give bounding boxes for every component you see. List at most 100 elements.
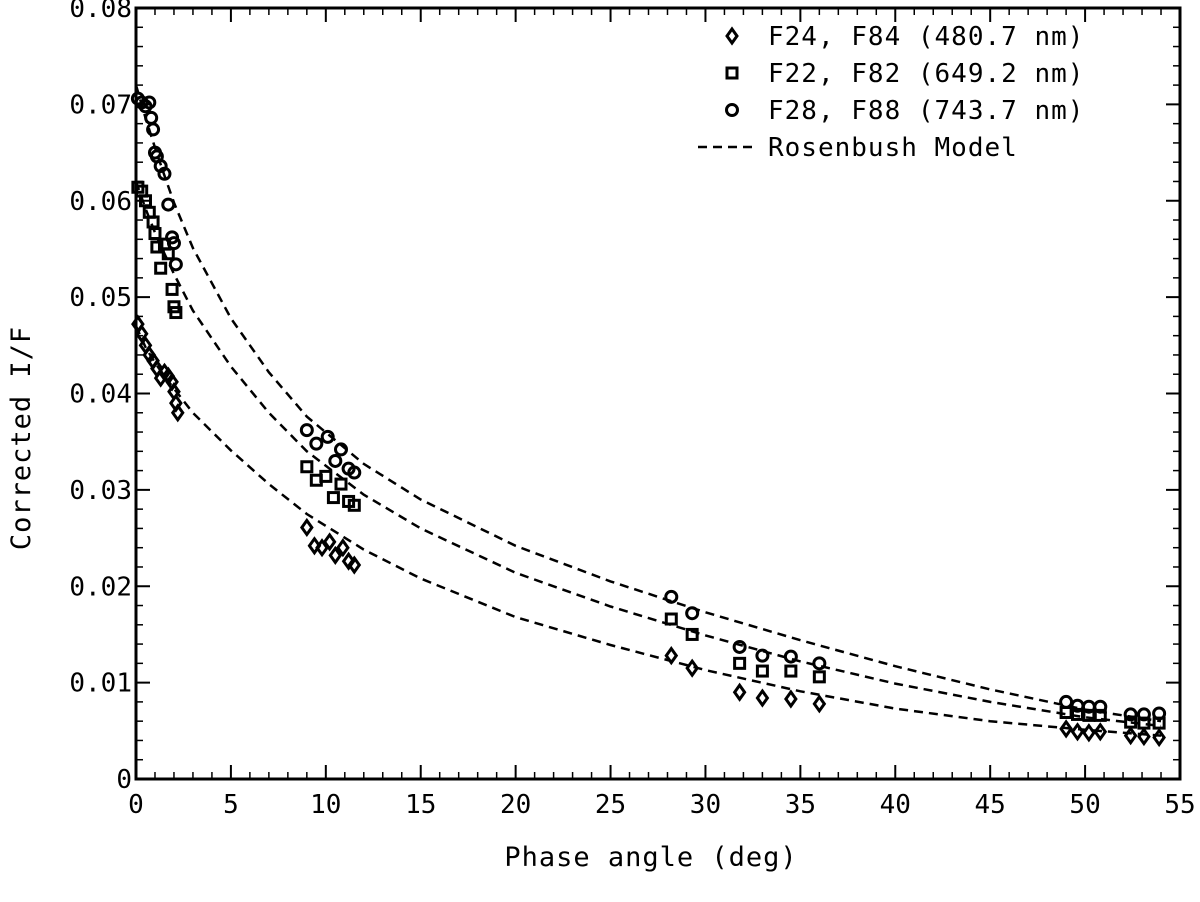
diamond-point	[328, 545, 343, 565]
model-curve	[134, 181, 1162, 728]
x-tick-label: 35	[785, 790, 816, 820]
legend-circle-marker	[725, 103, 739, 117]
diamond-point	[1082, 723, 1096, 743]
x-tick-label: 20	[500, 790, 531, 820]
model-curve	[134, 325, 1162, 737]
y-tick-label: 0.02	[69, 572, 132, 602]
circle-point	[664, 589, 679, 604]
square-point	[664, 612, 678, 626]
y-tick-label: 0.06	[69, 187, 132, 217]
x-tick-label: 15	[405, 790, 436, 820]
circle-point	[783, 649, 798, 664]
y-tick-labels: 0 0.01 0.02 0.03 0.04 0.05 0.06 0.07 0.08	[69, 0, 132, 795]
legend: F24, F84 (480.7 nm) F22, F82 (649.2 nm) F2…	[698, 22, 1084, 163]
x-tick-label: 30	[690, 790, 721, 820]
diamond-point	[1152, 727, 1166, 748]
legend-entry-label: F28, F88 (743.7 nm)	[768, 96, 1084, 126]
square-point	[165, 282, 179, 296]
legend-diamond-marker	[725, 26, 739, 46]
x-tick-label: 0	[128, 790, 144, 820]
y-tick-label: 0.07	[69, 90, 132, 120]
diamond-point	[1059, 719, 1073, 739]
circle-point	[812, 656, 827, 671]
square-point	[319, 469, 333, 483]
circle-point	[1093, 699, 1108, 714]
square-point	[1059, 706, 1073, 720]
circle-point	[755, 648, 770, 663]
square-point	[300, 460, 314, 474]
square-point	[326, 491, 340, 505]
square-point	[154, 261, 168, 275]
square-point	[685, 627, 699, 641]
square-point	[347, 498, 361, 512]
circle-point	[347, 465, 362, 480]
square-point	[169, 306, 183, 320]
diamond-point	[170, 403, 185, 423]
model-curves	[134, 84, 1162, 737]
diamond-point	[347, 555, 362, 575]
y-tick-label: 0.03	[69, 476, 132, 506]
diamond-point	[755, 688, 770, 708]
square-point	[146, 215, 160, 229]
y-tick-label: 0	[116, 765, 132, 795]
circle-point	[299, 423, 314, 438]
square-point	[1093, 708, 1107, 722]
circle-point	[1136, 707, 1151, 722]
diamond-point	[685, 658, 700, 678]
y-axis-label: Corrected I/F	[6, 326, 37, 550]
square-point	[1137, 716, 1151, 730]
diamond-point	[307, 536, 322, 556]
square-point	[161, 247, 175, 261]
diamond-point	[1070, 722, 1085, 742]
diamond-point	[1137, 727, 1151, 747]
square-point	[784, 664, 798, 678]
circle-point	[1059, 694, 1074, 709]
diamond-point	[664, 646, 679, 666]
legend-square-marker	[725, 66, 739, 80]
circle-point	[144, 110, 159, 125]
circle-point	[334, 442, 349, 457]
diamond-point	[1093, 722, 1108, 742]
y-tick-label: 0.05	[69, 283, 132, 313]
square-point	[150, 240, 164, 254]
diamond-point	[1123, 726, 1138, 746]
circle-point	[142, 95, 157, 110]
legend-entry-label: Rosenbush Model	[768, 133, 1018, 163]
x-tick-label: 25	[595, 790, 626, 820]
circle-point	[168, 257, 183, 272]
diamond-point	[336, 538, 350, 558]
square-point	[148, 227, 162, 241]
x-tick-label: 40	[880, 790, 911, 820]
circle-point	[732, 639, 747, 654]
circle-point	[1123, 707, 1138, 722]
diamond-point	[784, 689, 798, 709]
circle-point	[309, 436, 324, 451]
circle-point	[320, 429, 335, 444]
x-axis-label: Phase angle (deg)	[504, 842, 797, 873]
circle-point	[161, 197, 176, 212]
circle-point	[685, 606, 700, 621]
circle-point	[146, 122, 161, 137]
square-point	[334, 477, 348, 491]
diamond-point	[322, 532, 337, 552]
circle-point	[157, 166, 172, 181]
circle-point	[328, 453, 343, 468]
x-tick-label: 45	[975, 790, 1006, 820]
x-tick-labels: 0 5 10 15 20 25 30 35 40 45 50 55	[128, 790, 1195, 820]
model-curve	[134, 84, 1162, 723]
y-tick-label: 0.01	[69, 669, 132, 699]
x-tick-label: 10	[310, 790, 341, 820]
axis-ticks	[135, 7, 1181, 780]
diamond-point	[134, 324, 149, 344]
circle-point	[166, 236, 181, 251]
y-tick-label: 0.04	[69, 380, 132, 410]
square-point	[733, 656, 747, 670]
diamond-point	[732, 682, 747, 702]
legend-entry-label: F22, F82 (649.2 nm)	[768, 59, 1084, 89]
diamond-point	[299, 517, 314, 538]
x-tick-label: 50	[1069, 790, 1100, 820]
square-point	[812, 670, 826, 684]
square-point	[1124, 715, 1138, 729]
y-tick-label: 0.08	[69, 0, 132, 24]
